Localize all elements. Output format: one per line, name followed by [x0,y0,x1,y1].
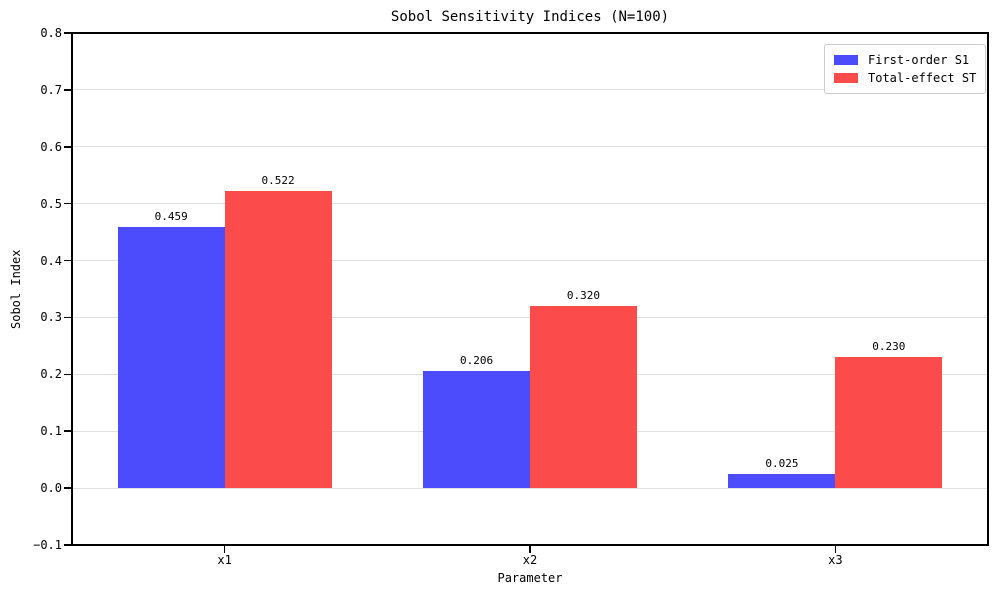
legend-color-swatch [834,55,858,65]
y-tick-mark [64,259,71,262]
y-tick-mark [64,146,71,148]
legend-label: Total-effect ST [868,71,977,85]
y-tick-label: 0.6 [40,139,62,154]
y-tick-label: 0.5 [40,196,62,211]
x-tick-label: x1 [217,553,232,567]
y-tick-mark [64,430,71,432]
y-gridline [72,146,988,148]
y-tick-label: 0.4 [40,253,62,268]
y-tick-mark [64,373,71,376]
y-tick-label: 0.8 [40,26,62,40]
y-axis-label: Sobol Index [9,249,23,329]
y-tick-label: 0.7 [40,82,62,97]
y-tick-mark [64,32,71,34]
bar-value-label: 0.320 [566,289,600,303]
y-gridline [72,203,988,205]
x-tick-label: x2 [522,553,538,567]
x-tick-mark [529,546,531,553]
y-tick-mark [64,89,71,91]
legend-color-swatch [834,73,858,83]
bar-first-order-s1-x3 [728,473,836,489]
y-tick-mark [64,202,71,205]
bar-first-order-s1-x1 [117,226,225,489]
bar-value-label: 0.206 [460,353,494,367]
y-tick-mark [64,316,71,319]
bar-value-label: 0.522 [261,174,295,188]
legend: First-order S1 Total-effect ST [824,44,987,94]
legend-item: First-order S1 [834,52,976,68]
bar-total-effect-st-x3 [835,357,943,489]
legend-item: Total-effect ST [834,70,976,86]
bar-value-label: 0.459 [154,209,188,223]
y-gridline [72,89,988,91]
chart-title: Sobol Sensitivity Indices (N=100) [390,9,670,25]
y-tick-mark [64,544,71,546]
plot-area: −0.1 0.0 0.1 0.2 0.3 0.4 0.5 0.6 0.7 0.8 x1 x2 x3 0.4… [33,26,989,567]
x-axis-label: Parameter [497,571,563,585]
bar-value-label: 0.025 [765,456,799,470]
y-gridline [72,487,988,489]
y-tick-label: −0.1 [33,538,62,552]
x-tick-label: x3 [828,553,843,567]
y-tick-mark [64,487,71,489]
y-gridline [72,260,988,262]
y-tick-label: 0.2 [40,367,62,382]
y-tick-label: 0.3 [40,310,62,325]
bar-first-order-s1-x2 [423,370,530,489]
x-tick-mark [223,546,226,553]
y-tick-label: 0.0 [40,481,62,496]
bar-total-effect-st-x1 [224,191,332,489]
y-tick-label: 0.1 [40,424,62,439]
x-tick-mark [834,546,837,553]
bar-value-label: 0.230 [872,340,906,354]
bar-total-effect-st-x2 [530,306,637,489]
legend-label: First-order S1 [868,53,970,67]
